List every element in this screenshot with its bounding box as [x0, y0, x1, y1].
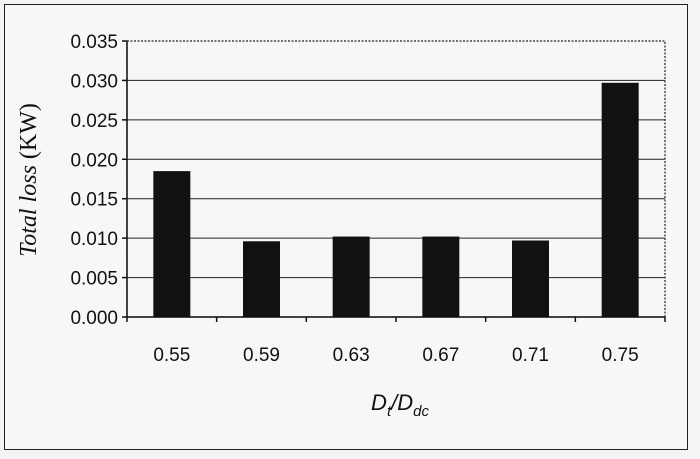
y-tick-label: 0.030: [70, 71, 118, 92]
y-tick-label: 0.020: [70, 150, 118, 171]
gridlines: [127, 79, 665, 279]
bar: [243, 241, 280, 317]
bar: [601, 82, 639, 318]
x-tick-label: 0.71: [512, 345, 549, 366]
x-tick-labels: 0.55 0.59 0.63 0.67 0.71 0.75: [126, 317, 666, 366]
bars: [153, 82, 639, 318]
chart-frame: [4, 4, 688, 450]
x-tick-label: 0.55: [153, 345, 190, 366]
bar: [422, 236, 460, 317]
y-axis-title: Total loss (KW): [16, 103, 42, 257]
y-tick-label: 0.010: [70, 229, 118, 250]
y-tick-label: 0.035: [70, 32, 118, 53]
bar: [153, 171, 191, 317]
y-tick-label: 0.025: [70, 111, 118, 132]
bar: [332, 236, 370, 317]
y-tick-label: 0.005: [70, 269, 118, 290]
y-tick-label: 0.015: [70, 190, 118, 211]
plot-area-border: [126, 40, 666, 318]
x-tick-label: 0.67: [422, 345, 459, 366]
x-tick-label: 0.59: [243, 345, 280, 366]
bar: [512, 240, 549, 317]
x-axis-title: Dt/Ddc: [371, 390, 429, 420]
y-tick-labels: 0.000 0.005 0.010 0.015 0.020 0.025 0.030 0.035: [70, 32, 127, 329]
x-tick-label: 0.75: [602, 345, 639, 366]
x-tick-label: 0.63: [333, 345, 370, 366]
y-tick-label: 0.000: [70, 308, 118, 329]
